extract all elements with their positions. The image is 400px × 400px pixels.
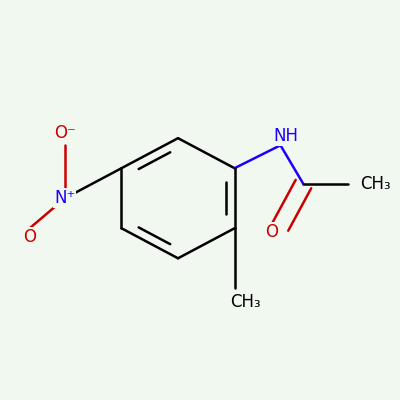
Text: N⁺: N⁺ [54,189,76,207]
Text: CH₃: CH₃ [360,175,390,193]
Text: O⁻: O⁻ [54,124,76,142]
Text: O: O [265,223,278,241]
Text: CH₃: CH₃ [230,294,260,312]
Text: NH: NH [273,128,298,146]
Text: O: O [23,228,36,246]
